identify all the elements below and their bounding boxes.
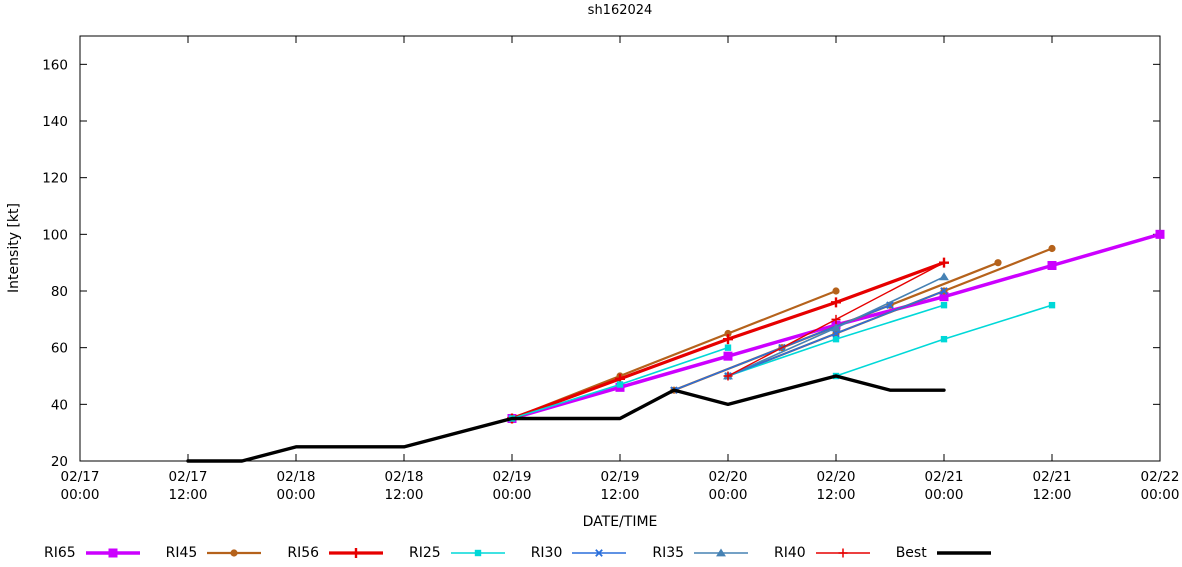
data-point-marker: [724, 344, 732, 351]
legend-item-best: Best: [896, 544, 993, 562]
x-tick-label-date: 02/19: [493, 469, 532, 485]
x-tick-label-time: 00:00: [61, 487, 100, 503]
x-tick-label-date: 02/20: [817, 469, 856, 485]
y-tick-label: 120: [42, 171, 68, 187]
x-tick-label-time: 12:00: [817, 487, 856, 503]
legend-line-sample: [936, 551, 991, 555]
x-tick-label-date: 02/17: [61, 469, 100, 485]
legend-label: Best: [895, 545, 927, 561]
data-point-marker: [939, 272, 949, 281]
legend-label: RI35: [652, 545, 685, 561]
y-tick-label: 60: [51, 341, 68, 357]
x-tick-label-time: 12:00: [601, 487, 640, 503]
data-point-marker: [723, 351, 733, 361]
y-tick-label: 160: [42, 57, 68, 73]
x-axis-ticks: 02/17 00:00 02/17 12:00 02/18 00:00 02/18 12:00…: [61, 36, 1180, 503]
data-point-marker: [940, 287, 948, 295]
data-point-marker: [616, 381, 624, 388]
data-point-marker: [832, 329, 840, 338]
data-point-marker: [724, 329, 732, 338]
data-point-marker: [108, 548, 118, 558]
data-point-marker: [1155, 229, 1165, 239]
x-tick-label-time: 12:00: [385, 487, 424, 503]
x-tick-label-date: 02/22: [1141, 469, 1180, 485]
y-axis-ticks: 20 40 60 80 100 120 140 160: [42, 57, 1160, 470]
legend-item-ri25: RI25: [409, 544, 507, 562]
legend-line-sample: [450, 549, 505, 557]
legend-item-ri45: RI45: [166, 544, 264, 562]
legend-label: RI25: [409, 545, 441, 561]
data-point-marker: [838, 548, 848, 558]
data-point-marker: [939, 258, 949, 268]
data-point-marker: [723, 371, 733, 381]
data-point-marker: [1048, 301, 1056, 309]
x-tick-label-time: 00:00: [709, 487, 748, 503]
data-point-marker: [831, 323, 841, 332]
legend-item-ri40: RI40: [774, 544, 872, 562]
x-tick-label-time: 00:00: [1141, 487, 1180, 503]
x-tick-label-date: 02/19: [601, 469, 640, 485]
legend-item-ri35: RI35: [652, 544, 750, 562]
series-ri40: [723, 258, 949, 381]
y-tick-label: 140: [42, 114, 68, 130]
series-ri25: [508, 301, 1056, 422]
data-point-marker: [723, 334, 733, 345]
x-tick-label-date: 02/21: [1033, 469, 1072, 485]
x-tick-label-date: 02/17: [169, 469, 208, 485]
data-point-marker: [1047, 261, 1057, 270]
data-point-marker: [940, 335, 948, 343]
legend-line-sample: [207, 549, 262, 557]
x-tick-label-time: 00:00: [277, 487, 316, 503]
chart-title: sh162024: [587, 3, 653, 18]
legend-label: RI40: [774, 545, 806, 561]
legend-line-sample: [572, 549, 627, 557]
data-point-marker: [940, 301, 948, 309]
legend: RI65 RI45 RI56 RI25 RI30 RI35 RI40 Best: [0, 542, 1182, 564]
legend-item-ri30: RI30: [531, 544, 629, 562]
series-best: [186, 374, 946, 463]
legend-label: RI30: [530, 545, 563, 561]
y-tick-label: 40: [51, 397, 68, 413]
data-point-marker: [716, 548, 726, 557]
data-point-marker: [831, 314, 841, 324]
legend-line-sample: [85, 548, 140, 558]
y-tick-label: 20: [51, 454, 68, 470]
legend-line-sample: [815, 548, 870, 558]
data-point-marker: [994, 259, 1002, 267]
y-tick-label: 100: [42, 227, 68, 243]
data-point-marker: [1048, 244, 1056, 253]
plot-frame: [79, 35, 1161, 462]
x-tick-label-date: 02/18: [277, 469, 316, 485]
data-point-marker: [474, 549, 481, 557]
legend-label: RI65: [44, 545, 76, 561]
legend-line-sample: [694, 548, 749, 557]
legend-label: RI45: [165, 545, 198, 561]
legend-label: RI56: [287, 545, 320, 561]
data-point-marker: [351, 548, 362, 558]
data-point-marker: [595, 549, 604, 557]
x-tick-label-time: 12:00: [169, 487, 208, 503]
y-tick-label: 80: [51, 284, 68, 300]
legend-line-sample: [329, 548, 384, 558]
legend-item-ri65: RI65: [44, 544, 142, 562]
data-point-marker: [831, 297, 841, 308]
data-point-marker: [230, 549, 238, 557]
series-line: [186, 374, 946, 463]
data-point-marker: [939, 292, 949, 302]
data-point-marker: [832, 335, 840, 343]
x-tick-label-time: 12:00: [1033, 487, 1072, 503]
data-point-marker: [832, 287, 840, 295]
x-tick-label-date: 02/21: [925, 469, 964, 485]
x-axis-label: DATE/TIME: [582, 514, 658, 530]
x-tick-label-time: 00:00: [925, 487, 964, 503]
x-tick-label-date: 02/18: [385, 469, 424, 485]
legend-item-ri56: RI56: [287, 544, 385, 562]
x-tick-label-time: 00:00: [493, 487, 532, 503]
x-tick-label-date: 02/20: [709, 469, 748, 485]
